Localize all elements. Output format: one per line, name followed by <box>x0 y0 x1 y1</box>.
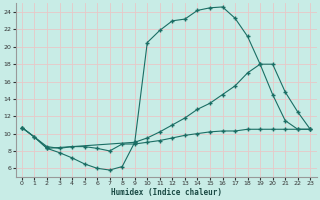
X-axis label: Humidex (Indice chaleur): Humidex (Indice chaleur) <box>111 188 221 197</box>
